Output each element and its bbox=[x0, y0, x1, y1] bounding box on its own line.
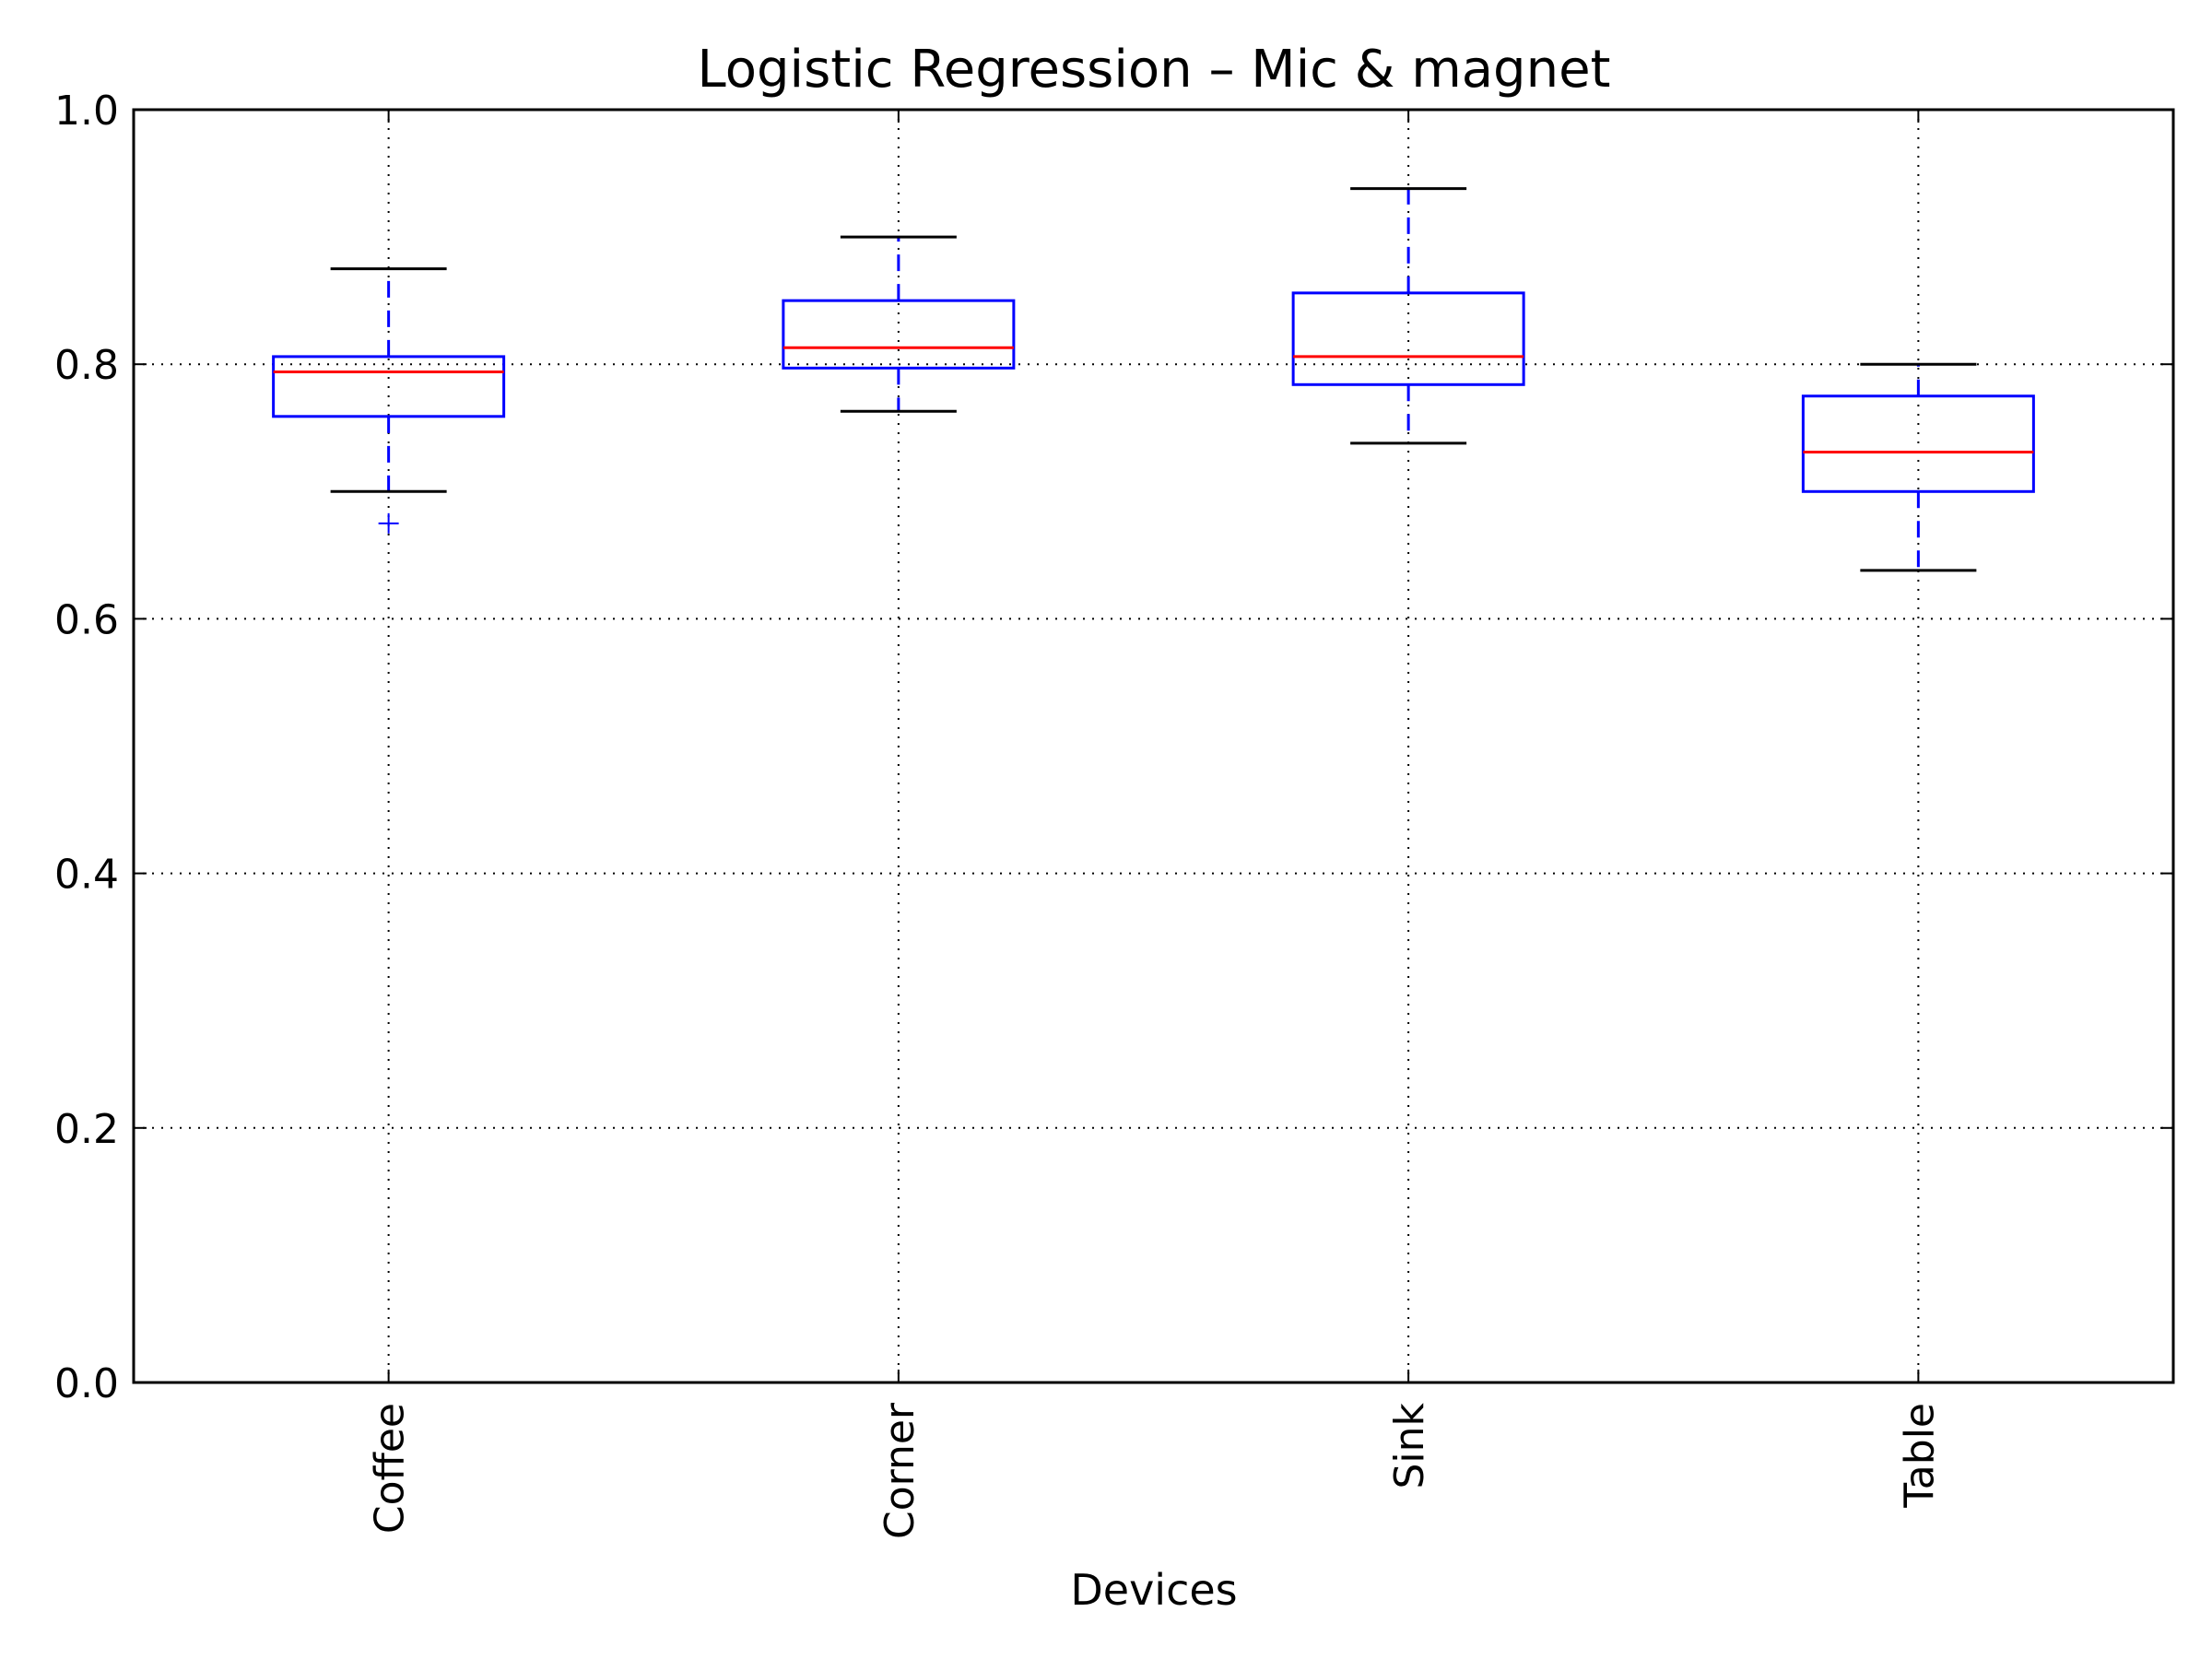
box-table bbox=[1801, 362, 2035, 572]
x-tick-label-corner: Corner bbox=[877, 1402, 924, 1539]
x-axis-tick-labels: Coffee Corner Sink Table bbox=[367, 1402, 1944, 1539]
x-tick-label-coffee: Coffee bbox=[367, 1403, 414, 1534]
y-tick-label: 0.6 bbox=[54, 596, 119, 643]
outlier-point bbox=[378, 512, 399, 534]
iqr-box bbox=[1291, 291, 1525, 386]
x-tick-label-table: Table bbox=[1896, 1403, 1943, 1509]
iqr-box bbox=[272, 355, 506, 418]
x-axis-label: Devices bbox=[1070, 1565, 1237, 1615]
y-tick-label: 0.4 bbox=[54, 852, 119, 899]
box-series bbox=[272, 187, 2035, 572]
chart-title: Logistic Regression – Mic & magnet bbox=[697, 40, 1610, 100]
y-tick-label: 0.0 bbox=[54, 1360, 119, 1407]
y-axis-tick-labels: 0.0 0.2 0.4 0.6 0.8 1.0 bbox=[54, 88, 119, 1407]
y-tick-label: 0.2 bbox=[54, 1106, 119, 1153]
iqr-box bbox=[1801, 394, 2035, 493]
plot-area-frame bbox=[132, 108, 2175, 1384]
y-tick-label: 1.0 bbox=[54, 88, 119, 135]
box-corner bbox=[782, 235, 1016, 413]
grid-lines bbox=[134, 110, 2173, 1382]
iqr-box bbox=[782, 299, 1016, 370]
box-sink bbox=[1291, 187, 1525, 445]
box-coffee bbox=[272, 267, 506, 534]
y-tick-label: 0.8 bbox=[54, 342, 119, 389]
x-tick-label-sink: Sink bbox=[1386, 1402, 1433, 1488]
